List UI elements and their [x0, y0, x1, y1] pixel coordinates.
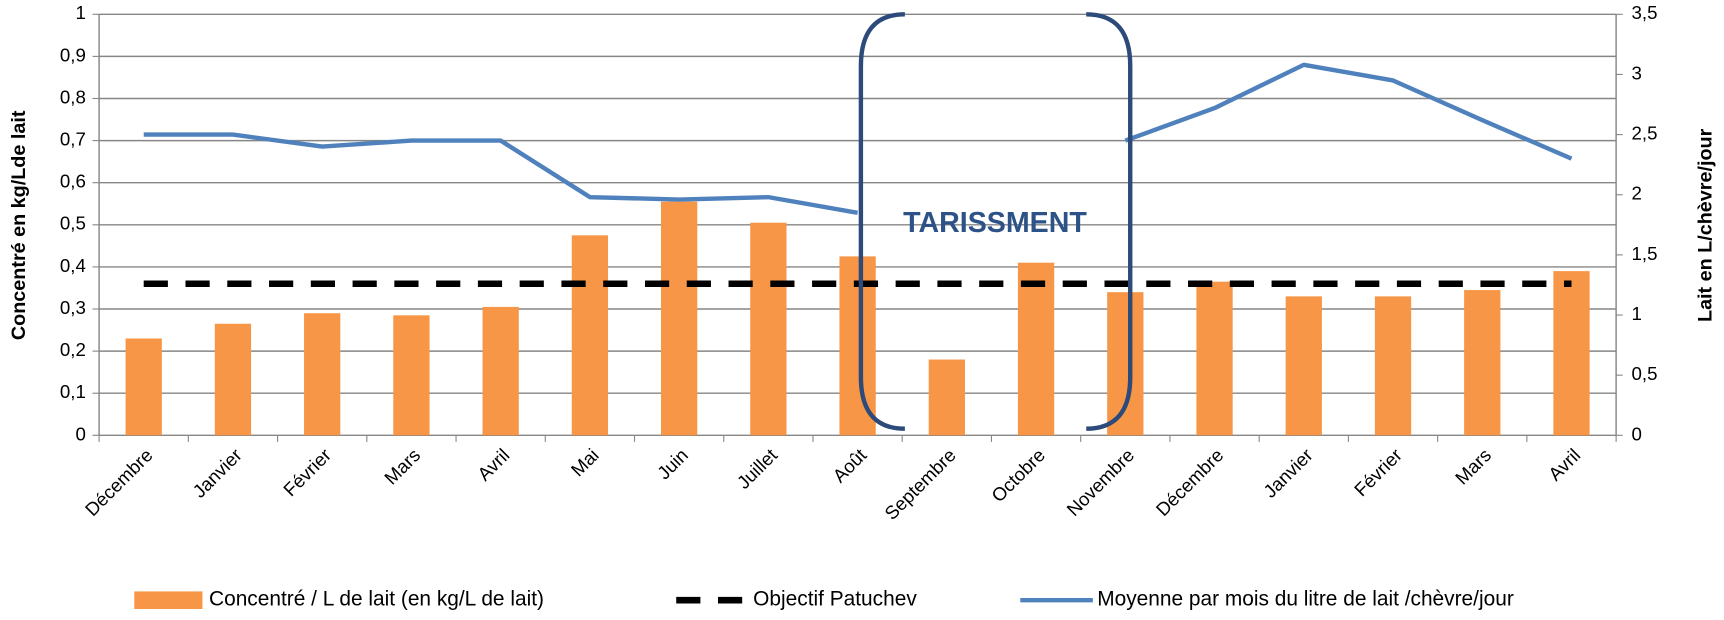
x-tick-label: Décembre — [1152, 444, 1228, 520]
bar — [660, 201, 698, 436]
y-tick-label: 0,4 — [60, 255, 86, 276]
y2-tick-label: 2 — [1632, 183, 1642, 204]
y2-tick-label: 2,5 — [1632, 123, 1658, 144]
x-tick-label: Janvier — [188, 444, 245, 501]
y-tick-label: 0,8 — [60, 86, 86, 107]
y2-tick-label: 0 — [1632, 423, 1642, 444]
y-tick-label: 0,7 — [60, 129, 86, 150]
bar — [571, 235, 609, 436]
annotation: TARISSMENT — [903, 207, 1087, 239]
x-tick-label: Avril — [1544, 444, 1584, 484]
legend-label: Concentré / L de lait (en kg/L de lait) — [209, 588, 544, 611]
legend-label: Objectif Patuchev — [753, 588, 917, 611]
bar — [125, 338, 162, 436]
y-tick-label: 0,6 — [60, 171, 86, 192]
x-tick-label: Décembre — [81, 444, 157, 520]
x-tick-label: Octobre — [987, 444, 1049, 506]
bar — [1285, 296, 1322, 436]
x-tick-label: Février — [1350, 444, 1406, 500]
y2-axis-title: Lait en L/chèvre/jour — [1694, 128, 1716, 322]
bracket-right — [1086, 12, 1133, 431]
y2-tick-label: 1,5 — [1632, 243, 1658, 264]
y-tick-label: 0,5 — [60, 213, 86, 234]
line — [143, 62, 1573, 215]
bar — [750, 222, 787, 436]
bar — [1374, 296, 1412, 436]
y-tick-label: 0,2 — [60, 339, 86, 360]
bar — [482, 306, 519, 436]
y-tick-label: 1 — [76, 2, 86, 23]
x-tick-label: Janvier — [1259, 444, 1316, 501]
legend-swatch — [134, 591, 203, 610]
bar — [1464, 290, 1501, 436]
bar — [393, 315, 430, 436]
x-tick-label: Septembre — [880, 444, 959, 523]
bracket-left — [858, 12, 905, 431]
x-tick-label: Mai — [567, 444, 603, 480]
y2-tick-label: 3 — [1632, 62, 1642, 83]
x-tick-label: Mars — [380, 444, 424, 488]
bar — [1017, 262, 1055, 436]
y2-tick-label: 3,5 — [1632, 2, 1658, 23]
y2-tick-label: 1 — [1632, 303, 1642, 324]
x-tick-label: Avril — [473, 444, 513, 484]
y-tick-label: 0,3 — [60, 297, 86, 318]
y-axis-title: Concentré en kg/Lde lait — [8, 110, 30, 340]
y-tick-label: 0,9 — [60, 44, 86, 65]
legend-label: Moyenne par mois du litre de lait /chèvr… — [1097, 588, 1514, 611]
y-tick-label: 0,1 — [60, 381, 86, 402]
bar — [928, 359, 965, 436]
bar — [214, 323, 252, 436]
y2-tick-label: 0,5 — [1632, 363, 1658, 384]
bar — [1107, 292, 1144, 436]
x-tick-label: Mars — [1451, 444, 1495, 488]
y-tick-label: 0 — [76, 423, 86, 444]
x-tick-label: Juin — [653, 444, 692, 483]
x-tick-label: Août — [829, 444, 872, 487]
bar — [1553, 271, 1590, 436]
x-tick-label: Novembre — [1062, 444, 1138, 520]
x-tick-label: Février — [279, 444, 335, 500]
bar — [304, 313, 341, 436]
x-tick-label: Juillet — [733, 444, 782, 493]
marks — [125, 62, 1590, 436]
bar — [1196, 281, 1233, 436]
